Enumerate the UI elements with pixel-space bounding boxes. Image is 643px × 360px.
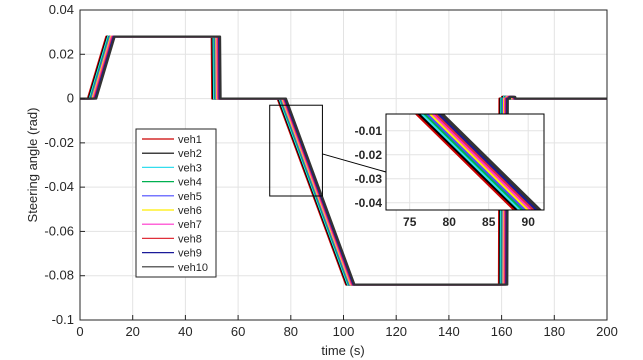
x-tick-label: 60 bbox=[231, 324, 245, 339]
y-tick-label: 0.04 bbox=[49, 2, 74, 17]
legend-label-veh8: veh8 bbox=[178, 233, 202, 245]
legend-label-veh6: veh6 bbox=[178, 205, 202, 217]
x-tick-label: 140 bbox=[438, 324, 460, 339]
inset-y-tick-label: -0.03 bbox=[355, 172, 383, 186]
inset-x-tick-label: 80 bbox=[443, 215, 457, 229]
zoom-box bbox=[269, 104, 387, 197]
legend-label-veh5: veh5 bbox=[178, 191, 202, 203]
y-tick-label: -0.1 bbox=[52, 312, 74, 327]
x-tick-label: 20 bbox=[125, 324, 139, 339]
inset-y-tick-label: -0.04 bbox=[355, 196, 383, 210]
legend-label-veh3: veh3 bbox=[178, 162, 202, 174]
y-tick-label: 0.02 bbox=[49, 46, 74, 61]
zoom-rectangle bbox=[269, 104, 323, 197]
x-tick-label: 180 bbox=[543, 324, 565, 339]
legend: veh1 veh2 veh3 veh4 veh5 veh6 veh7 veh8 veh9 veh1… bbox=[135, 128, 217, 278]
legend-label-veh10: veh10 bbox=[178, 262, 208, 274]
y-tick-label: -0.08 bbox=[44, 268, 74, 283]
inset-frame bbox=[385, 113, 545, 211]
legend-label-veh9: veh9 bbox=[178, 248, 202, 260]
y-axis-label: Steering angle (rad) bbox=[25, 108, 40, 223]
inset-y-tick-label: -0.02 bbox=[355, 148, 383, 162]
legend-label-veh2: veh2 bbox=[178, 148, 202, 160]
y-tick-label: -0.04 bbox=[44, 179, 74, 194]
legend-label-veh4: veh4 bbox=[178, 177, 202, 189]
legend-box bbox=[135, 128, 217, 278]
inset-x-tick-label: 85 bbox=[482, 215, 496, 229]
series-line-veh10 bbox=[80, 35, 607, 286]
x-tick-label: 80 bbox=[284, 324, 298, 339]
y-tick-label: -0.02 bbox=[44, 135, 74, 150]
x-axis-label: time (s) bbox=[321, 343, 364, 358]
inset-x-tick-label: 90 bbox=[522, 215, 536, 229]
x-tick-label: 120 bbox=[385, 324, 407, 339]
y-tick-label: 0 bbox=[67, 91, 74, 106]
inset-y-tick-label: -0.01 bbox=[355, 124, 383, 138]
x-tick-label: 160 bbox=[491, 324, 513, 339]
x-tick-label: 200 bbox=[596, 324, 618, 339]
inset-x-tick-label: 75 bbox=[403, 215, 417, 229]
inset-chart: 75 80 85 90 -0.01 -0.02 -0.03 -0.04 bbox=[355, 113, 545, 229]
x-axis-ticks: 0 20 40 60 80 100 120 140 160 180 200 bbox=[76, 315, 618, 339]
x-tick-label: 100 bbox=[333, 324, 355, 339]
x-tick-label: 0 bbox=[76, 324, 83, 339]
zoom-connector bbox=[322, 153, 387, 173]
y-axis-ticks: -0.1 -0.08 -0.06 -0.04 -0.02 0 0.02 0.04 bbox=[44, 2, 85, 327]
series-lines bbox=[80, 35, 607, 286]
y-tick-label: -0.06 bbox=[44, 223, 74, 238]
legend-label-veh1: veh1 bbox=[178, 134, 202, 146]
x-tick-label: 40 bbox=[178, 324, 192, 339]
legend-label-veh7: veh7 bbox=[178, 219, 202, 231]
